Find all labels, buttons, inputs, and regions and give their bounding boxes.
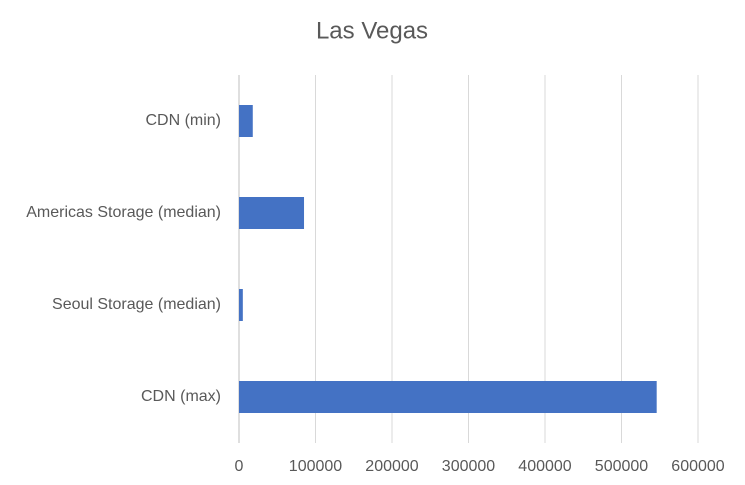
x-tick-label: 500000 [595, 458, 648, 475]
y-tick-label: Seoul Storage (median) [52, 296, 221, 313]
x-tick-label: 600000 [671, 458, 724, 475]
x-tick-label: 100000 [289, 458, 342, 475]
bar [239, 381, 657, 413]
bar [239, 197, 305, 229]
y-tick-label: Americas Storage (median) [26, 204, 221, 221]
chart-title: Las Vegas [316, 17, 428, 44]
x-tick-label: 300000 [442, 458, 495, 475]
x-tick-label: 400000 [518, 458, 571, 475]
y-tick-label: CDN (min) [145, 112, 221, 129]
bar [239, 105, 253, 137]
bar [239, 289, 243, 321]
x-tick-label: 0 [235, 458, 244, 475]
y-tick-label: CDN (max) [141, 388, 221, 405]
x-tick-label: 200000 [365, 458, 418, 475]
